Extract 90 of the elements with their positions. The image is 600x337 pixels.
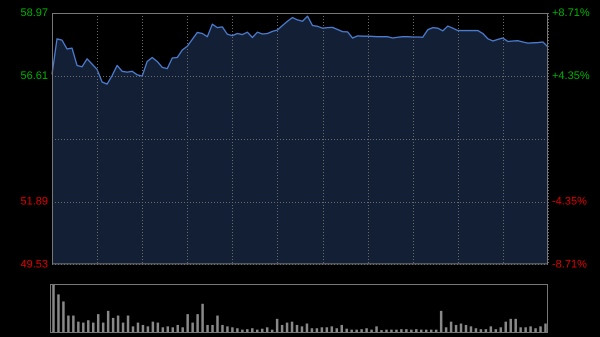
bar [102, 322, 104, 332]
bar [524, 327, 527, 332]
y-tick-label: 58.97 [20, 7, 48, 20]
bar [57, 294, 60, 332]
bar [126, 316, 130, 332]
bar [176, 324, 179, 332]
bar [296, 324, 298, 332]
bar [320, 327, 324, 332]
y-tick-label: 49.53 [20, 258, 48, 270]
bar [92, 322, 94, 332]
bar [534, 328, 537, 332]
bar [375, 326, 378, 332]
bar [539, 326, 542, 332]
bar [316, 328, 318, 332]
bar [300, 326, 304, 332]
bar [490, 326, 492, 332]
y-tick-label: 51.89 [20, 196, 48, 208]
bar [365, 328, 368, 332]
bar [77, 322, 80, 332]
bar [544, 324, 547, 332]
bar [400, 329, 403, 332]
bar [474, 328, 478, 332]
bar [514, 318, 517, 332]
bar [112, 318, 114, 332]
bar [405, 329, 408, 332]
bar [251, 328, 254, 332]
bar [509, 318, 512, 332]
bar [480, 329, 482, 332]
bar [67, 316, 70, 332]
bar [231, 327, 234, 332]
bar [87, 320, 90, 332]
bar [221, 324, 224, 332]
bar [162, 327, 164, 332]
bar [156, 322, 160, 332]
bar [136, 322, 140, 332]
bar [82, 322, 85, 332]
bar [186, 314, 189, 332]
bar [504, 322, 507, 332]
bar [206, 324, 209, 332]
bar [326, 327, 328, 332]
bar [330, 326, 334, 332]
bar [236, 328, 239, 332]
bar [211, 324, 214, 332]
bar [142, 324, 144, 332]
bar [310, 328, 314, 332]
bar [52, 285, 55, 332]
bar [106, 310, 110, 332]
bar [116, 316, 120, 332]
y2-tick-label: +4.35% [552, 70, 590, 82]
bar [306, 324, 308, 332]
bar [444, 327, 448, 332]
bar [484, 329, 488, 332]
bar [246, 329, 249, 332]
bar [290, 322, 294, 332]
bar [266, 327, 268, 332]
y-tick-label: 56.61 [20, 70, 48, 82]
bar [500, 327, 502, 332]
bar [454, 324, 458, 332]
bar [166, 326, 170, 332]
bar [494, 329, 498, 332]
bar [152, 322, 154, 332]
bar [96, 314, 100, 332]
bar [450, 322, 452, 332]
bar [72, 316, 75, 332]
bar [345, 328, 348, 332]
bar [360, 329, 363, 332]
bar [440, 310, 442, 332]
bar [196, 314, 199, 332]
bar [146, 326, 150, 332]
bar [519, 327, 522, 332]
bar [181, 327, 184, 332]
bar [122, 322, 124, 332]
y2-tick-label: -4.35% [552, 196, 588, 208]
bar [172, 327, 174, 332]
bar [529, 326, 532, 332]
bar [460, 324, 462, 332]
bar [336, 328, 338, 332]
bar [260, 328, 264, 332]
bar [340, 324, 343, 332]
bar [62, 301, 65, 332]
bar [191, 322, 194, 332]
bar [415, 329, 418, 332]
y2-tick-label: -8.71% [552, 258, 588, 270]
bar [201, 304, 204, 332]
y2-tick-label: +8.71% [552, 7, 590, 20]
bar [280, 324, 284, 332]
bar [276, 318, 278, 332]
bar [226, 326, 229, 332]
bar [286, 322, 288, 332]
bar [470, 326, 472, 332]
